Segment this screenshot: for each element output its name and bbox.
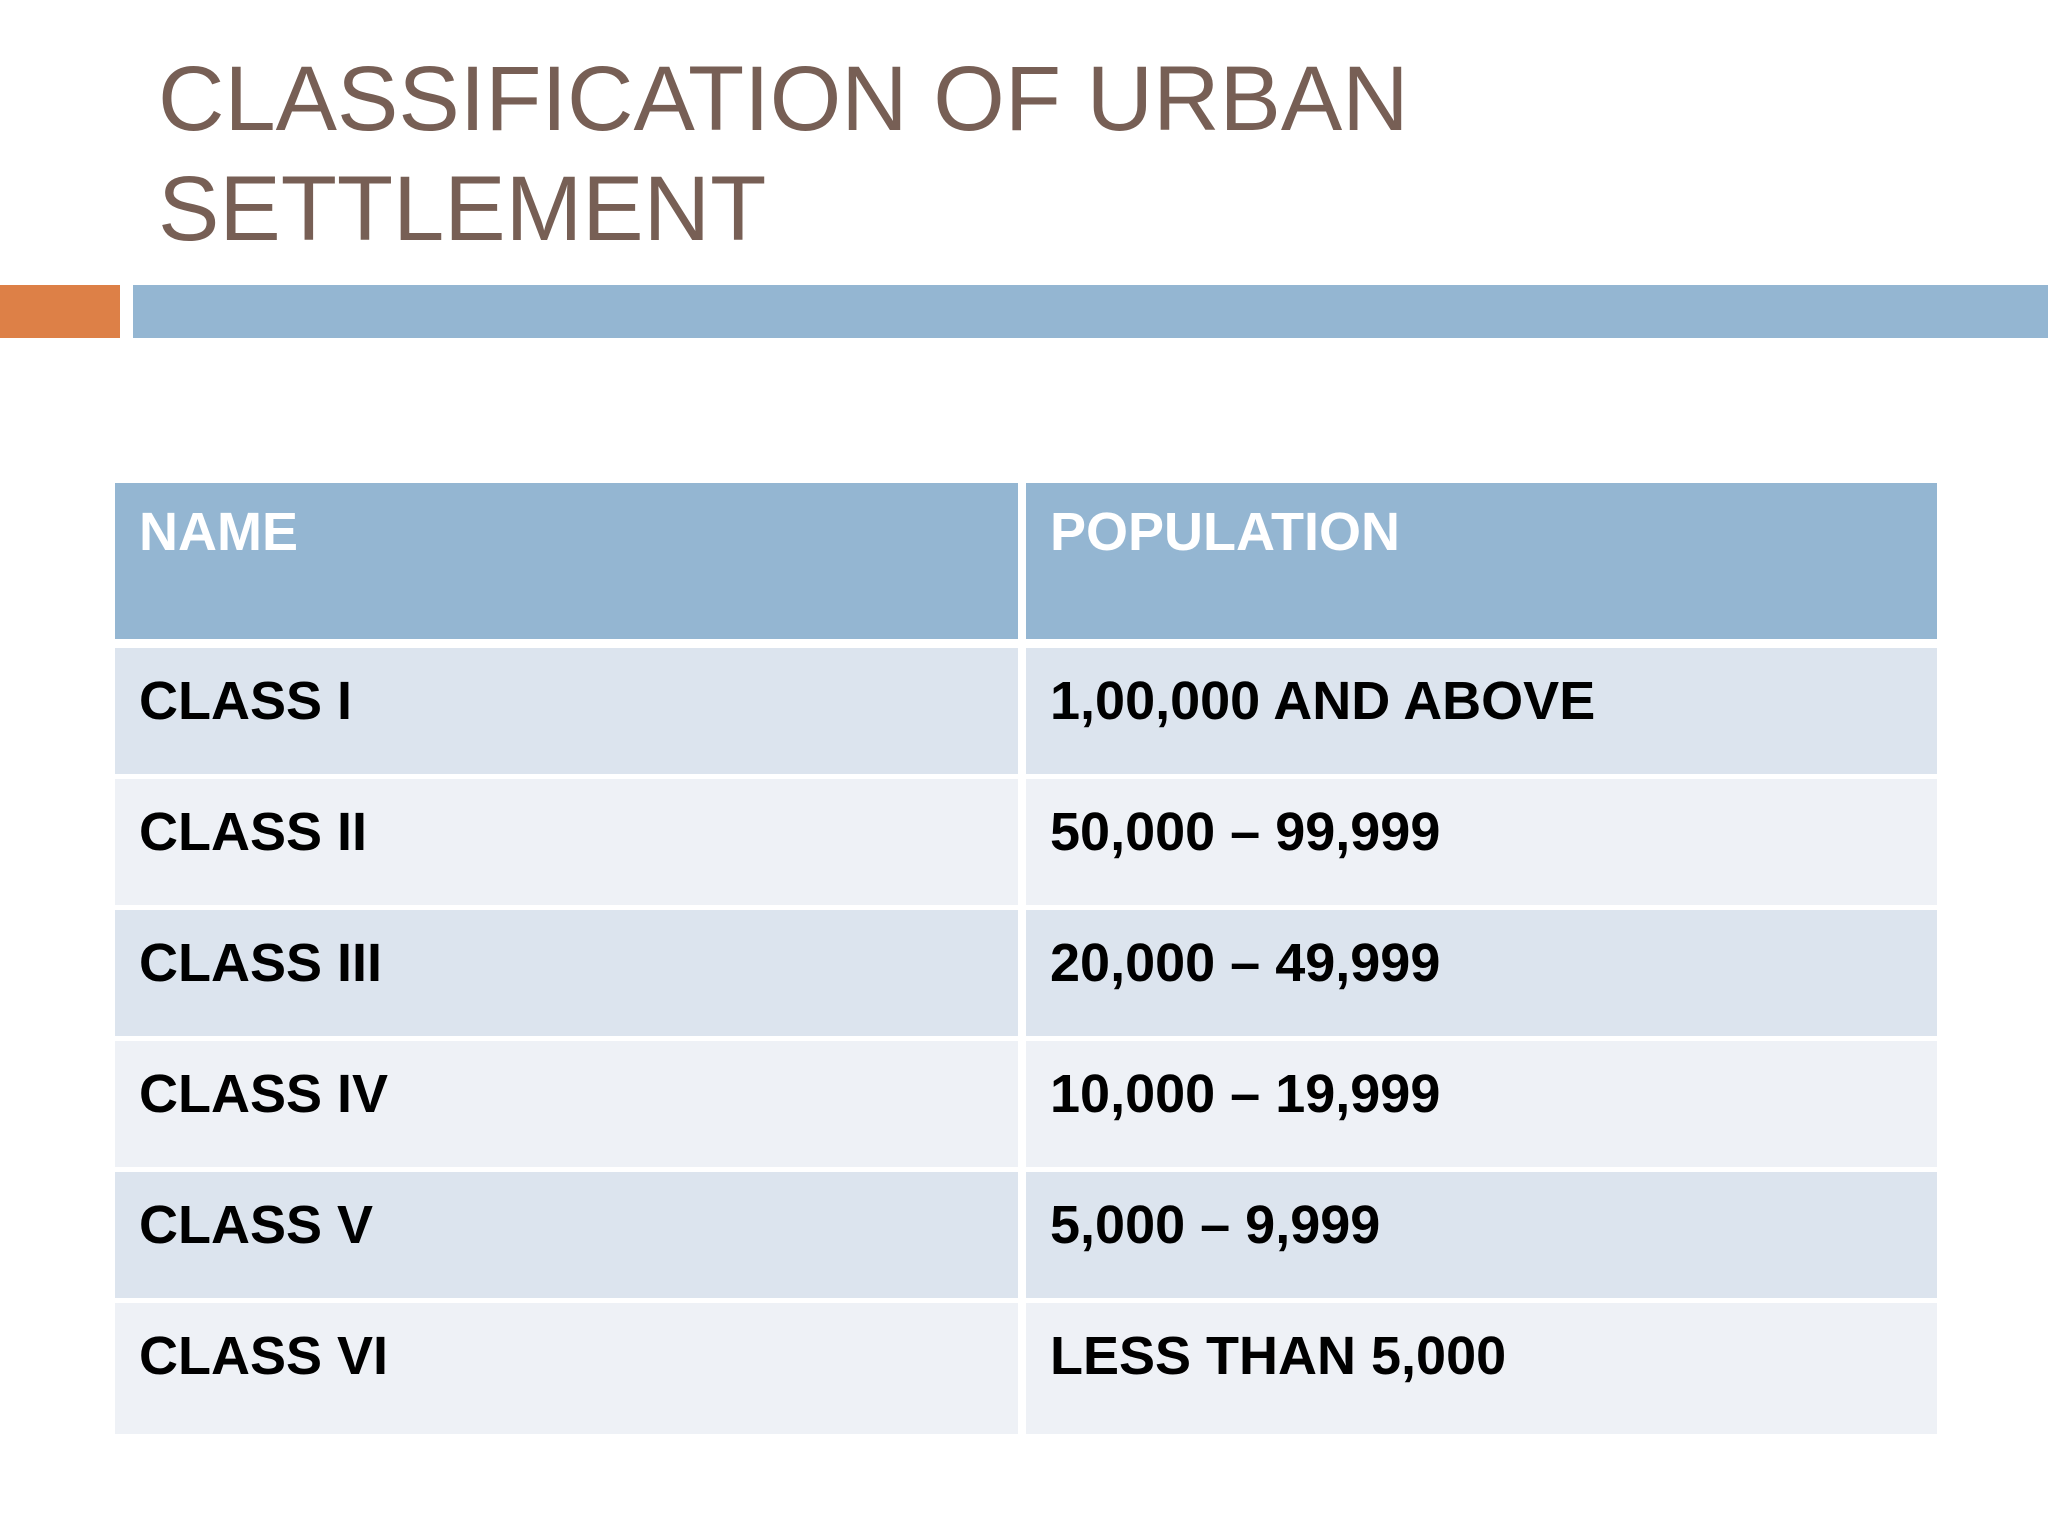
column-header-name: NAME [115,483,1026,648]
row-population-cell: 20,000 – 49,999 [1026,910,1937,1041]
row-name-cell: CLASS V [115,1172,1026,1303]
row-population-cell: 10,000 – 19,999 [1026,1041,1937,1172]
table-row: CLASS I 1,00,000 AND ABOVE [115,648,1937,779]
column-header-population: POPULATION [1026,483,1937,648]
row-name-cell: CLASS III [115,910,1026,1041]
table-row: CLASS VI LESS THAN 5,000 [115,1303,1937,1434]
table-row: CLASS III 20,000 – 49,999 [115,910,1937,1041]
accent-bar-blue [133,285,2048,338]
row-population-cell: LESS THAN 5,000 [1026,1303,1937,1434]
row-population-cell: 50,000 – 99,999 [1026,779,1937,910]
table-row: CLASS II 50,000 – 99,999 [115,779,1937,910]
row-name-cell: CLASS II [115,779,1026,910]
row-name-cell: CLASS IV [115,1041,1026,1172]
row-name-cell: CLASS VI [115,1303,1026,1434]
classification-table: NAME POPULATION CLASS I 1,00,000 AND ABO… [115,483,1937,1434]
table-header-row: NAME POPULATION [115,483,1937,648]
row-population-cell: 1,00,000 AND ABOVE [1026,648,1937,779]
row-name-cell: CLASS I [115,648,1026,779]
accent-bar-orange [0,285,120,338]
slide-title: CLASSIFICATION OF URBAN SETTLEMENT [158,48,1409,260]
row-population-cell: 5,000 – 9,999 [1026,1172,1937,1303]
table-row: CLASS V 5,000 – 9,999 [115,1172,1937,1303]
table-row: CLASS IV 10,000 – 19,999 [115,1041,1937,1172]
